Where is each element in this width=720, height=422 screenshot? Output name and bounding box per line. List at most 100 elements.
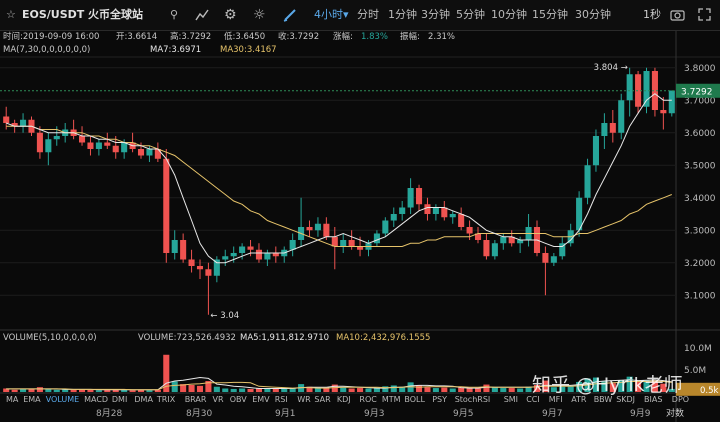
- indicator-stochrsi[interactable]: StochRSI: [454, 395, 491, 404]
- volume-bar: [129, 390, 136, 392]
- volume-bar: [424, 387, 431, 392]
- date-label: 8月30: [186, 409, 213, 419]
- volume-bar: [390, 385, 397, 392]
- indicator-ema[interactable]: EMA: [23, 395, 41, 404]
- indicator-icon[interactable]: [195, 8, 209, 22]
- volume-bar: [28, 388, 35, 392]
- vol-ma10-line: [6, 380, 672, 391]
- candle-body: [95, 142, 102, 149]
- interval-0[interactable]: 4小时▾: [314, 8, 349, 21]
- indicator-brar[interactable]: BRAR: [184, 395, 207, 404]
- interval-7[interactable]: 30分钟: [575, 8, 611, 21]
- vol-params[interactable]: VOLUME(5,10,0,0,0,0): [3, 333, 97, 343]
- candle-body: [272, 253, 279, 257]
- volume-bar: [154, 389, 161, 392]
- indicator-wr[interactable]: WR: [297, 395, 311, 404]
- volume-bar: [53, 389, 60, 392]
- candle-body: [36, 132, 43, 153]
- indicator-bbw[interactable]: BBW: [593, 395, 613, 404]
- indicator-dmi[interactable]: DMI: [111, 395, 128, 404]
- indicator-sar[interactable]: SAR: [314, 395, 331, 404]
- volume-bar: [651, 380, 658, 392]
- volume-bar: [576, 381, 583, 392]
- volume-bar: [79, 389, 86, 392]
- star-icon[interactable]: ☆: [6, 8, 16, 21]
- info-change-label: 涨幅:: [333, 32, 353, 42]
- refresh-rate[interactable]: 1秒: [643, 8, 661, 21]
- symbol-label[interactable]: EOS/USDT: [22, 8, 85, 21]
- fullscreen-icon[interactable]: [698, 8, 711, 21]
- indicator-emv[interactable]: EMV: [252, 395, 270, 404]
- camera-icon[interactable]: [670, 8, 685, 21]
- volume-bar: [601, 381, 608, 392]
- candle-body: [424, 204, 431, 214]
- vol-last-label: 0.5k: [700, 386, 719, 396]
- interval-2[interactable]: 1分钟: [388, 8, 417, 21]
- vol-tick-label: 10.0M: [684, 344, 712, 354]
- interval-6[interactable]: 15分钟: [532, 8, 568, 21]
- volume-bar: [559, 386, 566, 392]
- log-scale-toggle[interactable]: 对数: [666, 409, 685, 419]
- candle-body: [247, 246, 254, 250]
- indicator-boll[interactable]: BOLL: [404, 395, 425, 404]
- y-tick-label: 3.2000: [684, 259, 716, 269]
- candle-body: [314, 223, 321, 231]
- volume-bar: [222, 388, 229, 392]
- ohlc-info-bar: 时间:2019-09-09 16:00 开:3.6614 高:3.7292 低:…: [0, 31, 720, 43]
- indicator-mfi[interactable]: MFI: [548, 395, 563, 404]
- search-icon[interactable]: ⚲: [170, 8, 179, 21]
- candle-body: [618, 100, 625, 133]
- settings-gear-icon[interactable]: ⚙: [224, 7, 237, 23]
- volume-bar: [180, 384, 187, 392]
- theme-sun-icon[interactable]: ☼: [253, 7, 266, 23]
- indicator-atr[interactable]: ATR: [571, 395, 587, 404]
- interval-4[interactable]: 5分钟: [456, 8, 485, 21]
- indicator-skdj[interactable]: SKDJ: [616, 395, 636, 404]
- volume-bar: [323, 388, 330, 392]
- indicator-rsi[interactable]: RSI: [274, 395, 288, 404]
- volume-bar: [230, 388, 237, 392]
- indicator-trix[interactable]: TRIX: [156, 395, 176, 404]
- candle-body: [651, 71, 658, 110]
- indicator-mtm[interactable]: MTM: [381, 395, 401, 404]
- exchange-label: 火币全球站: [88, 8, 143, 21]
- interval-1[interactable]: 分时: [357, 8, 379, 21]
- indicator-cci[interactable]: CCI: [526, 395, 540, 404]
- indicator-ma[interactable]: MA: [6, 395, 19, 404]
- draw-pencil-icon[interactable]: [283, 8, 297, 22]
- indicator-psy[interactable]: PSY: [432, 395, 447, 404]
- indicator-vr[interactable]: VR: [212, 395, 224, 404]
- indicator-dpo[interactable]: DPO: [671, 395, 690, 404]
- volume-bar: [289, 388, 296, 392]
- interval-5[interactable]: 10分钟: [491, 8, 527, 21]
- ma-params[interactable]: MA(7,30,0,0,0,0,0,0): [3, 45, 91, 55]
- indicator-obv[interactable]: OBV: [229, 395, 247, 404]
- y-tick-label: 3.6000: [684, 129, 716, 139]
- volume-bar: [62, 389, 69, 392]
- watermark: 知乎 @Hyrik老师: [532, 374, 683, 396]
- volume-bar: [104, 389, 111, 392]
- indicator-macd[interactable]: MACD: [84, 395, 109, 404]
- interval-3[interactable]: 3分钟: [421, 8, 450, 21]
- candle-body: [474, 233, 482, 240]
- volume-bar: [163, 354, 170, 392]
- candle-body: [382, 220, 389, 234]
- volume-bar: [508, 388, 515, 392]
- indicator-volume[interactable]: VOLUME: [45, 395, 80, 404]
- candle-body: [601, 123, 608, 136]
- candle-body: [3, 116, 10, 123]
- indicator-smi[interactable]: SMI: [503, 395, 519, 404]
- candle-body: [171, 240, 178, 253]
- indicator-roc[interactable]: ROC: [359, 395, 377, 404]
- candle-body: [390, 214, 397, 221]
- info-high: 高:3.7292: [170, 32, 212, 42]
- candle-body: [222, 256, 229, 260]
- candle-body: [559, 243, 566, 257]
- indicator-dma[interactable]: DMA: [134, 395, 153, 404]
- indicator-bias[interactable]: BIAS: [644, 395, 663, 404]
- info-amp-value: 2.31%: [428, 32, 456, 42]
- volume-bar: [626, 376, 633, 392]
- indicator-kdj[interactable]: KDJ: [336, 395, 351, 404]
- ma30-value: MA30:3.4167: [220, 45, 277, 55]
